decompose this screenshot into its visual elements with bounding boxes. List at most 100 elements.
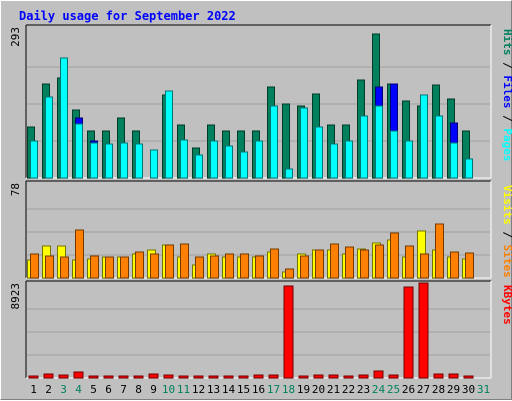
bar-hits-pages-day-9	[150, 149, 158, 179]
bar-visits-sites-day-24	[375, 244, 384, 279]
bar-kbytes-kbytes-day-9	[148, 373, 159, 379]
bar-visits-sites-day-7	[120, 256, 129, 279]
bar-kbytes-kbytes-day-11	[178, 375, 189, 379]
x-tick-day-9: 9	[150, 383, 157, 396]
bar-visits-sites-day-30	[465, 252, 474, 279]
x-tick-day-21: 21	[327, 383, 340, 396]
bar-visits-sites-day-14	[225, 253, 234, 279]
x-tick-day-12: 12	[192, 383, 205, 396]
side-label-separator: /	[501, 56, 512, 76]
bar-hits-hits-day-18	[282, 103, 290, 179]
bar-hits-pages-day-19	[300, 107, 308, 179]
side-label-pages: Pages	[501, 128, 512, 161]
bar-visits-sites-day-4	[75, 229, 84, 279]
bar-hits-pages-day-23	[360, 115, 368, 179]
side-label-hits: Hits	[501, 29, 512, 56]
x-tick-day-5: 5	[90, 383, 97, 396]
x-tick-day-23: 23	[357, 383, 370, 396]
bar-hits-pages-day-29	[450, 142, 458, 179]
bar-kbytes-kbytes-day-3	[58, 374, 69, 379]
x-tick-day-1: 1	[30, 383, 37, 396]
bar-kbytes-kbytes-day-1	[28, 375, 39, 379]
bar-visits-sites-day-12	[195, 256, 204, 279]
bar-visits-sites-day-27	[420, 253, 429, 279]
bar-kbytes-kbytes-day-14	[223, 375, 234, 379]
bar-kbytes-kbytes-day-10	[163, 374, 174, 379]
chart-title: Daily usage for September 2022	[19, 9, 236, 23]
bar-hits-pages-day-3	[60, 57, 68, 179]
bar-visits-sites-day-23	[360, 249, 369, 279]
bar-visits-sites-day-22	[345, 246, 354, 279]
bar-visits-sites-day-3	[60, 256, 69, 279]
bar-hits-pages-day-12	[195, 154, 203, 179]
x-tick-day-4: 4	[75, 383, 82, 396]
x-tick-day-10: 10	[162, 383, 175, 396]
side-label-files: Files	[501, 75, 512, 108]
x-tick-day-14: 14	[222, 383, 236, 396]
bar-visits-sites-day-10	[165, 244, 174, 279]
bar-hits-pages-day-14	[225, 145, 233, 179]
bar-kbytes-kbytes-day-7	[118, 375, 129, 379]
bar-visits-sites-day-28	[435, 223, 444, 279]
x-tick-day-29: 29	[447, 383, 460, 396]
bar-hits-pages-day-21	[330, 143, 338, 179]
panel-visits-ymax-label: 78	[9, 183, 22, 196]
x-tick-day-25: 25	[387, 383, 400, 396]
bar-visits-sites-day-5	[90, 255, 99, 279]
x-tick-day-22: 22	[342, 383, 355, 396]
bar-kbytes-kbytes-day-22	[343, 375, 354, 379]
bar-hits-pages-day-16	[255, 140, 263, 179]
bar-visits-sites-day-11	[180, 243, 189, 279]
bar-kbytes-kbytes-day-6	[103, 375, 114, 379]
bar-kbytes-kbytes-day-18	[283, 285, 294, 379]
bar-hits-pages-day-4	[75, 123, 83, 179]
bar-kbytes-kbytes-day-29	[448, 373, 459, 379]
bar-hits-pages-day-27	[420, 94, 428, 179]
bar-visits-sites-day-17	[270, 248, 279, 279]
bar-hits-pages-day-8	[135, 143, 143, 179]
bar-hits-pages-day-28	[435, 115, 443, 179]
bar-visits-sites-day-16	[255, 255, 264, 279]
x-tick-day-17: 17	[267, 383, 280, 396]
bar-kbytes-kbytes-day-30	[463, 375, 474, 379]
x-tick-day-31: 31	[477, 383, 490, 396]
x-tick-day-6: 6	[105, 383, 112, 396]
bar-kbytes-kbytes-day-21	[328, 374, 339, 379]
x-tick-day-2: 2	[45, 383, 52, 396]
bar-hits-pages-day-2	[45, 96, 53, 179]
bar-hits-pages-day-11	[180, 139, 188, 179]
side-label-kbytes: KBytes	[501, 285, 512, 325]
bar-visits-sites-day-6	[105, 256, 114, 279]
bar-kbytes-kbytes-day-28	[433, 373, 444, 379]
bar-kbytes-kbytes-day-12	[193, 375, 204, 379]
bar-kbytes-kbytes-day-17	[268, 374, 279, 379]
side-label-separator: /	[501, 225, 512, 245]
bar-hits-pages-day-22	[345, 140, 353, 179]
bar-hits-pages-day-15	[240, 151, 248, 179]
panel-hits-ymax-label: 293	[9, 27, 22, 47]
bar-visits-sites-day-21	[330, 243, 339, 279]
bar-visits-sites-day-18	[285, 268, 294, 279]
bar-visits-sites-day-29	[450, 251, 459, 279]
bar-kbytes-kbytes-day-23	[358, 374, 369, 379]
bar-hits-pages-day-26	[405, 140, 413, 179]
bar-kbytes-kbytes-day-26	[403, 286, 414, 379]
x-tick-day-16: 16	[252, 383, 265, 396]
bar-kbytes-kbytes-day-4	[73, 371, 84, 379]
side-label-sites: Sites	[501, 245, 512, 278]
bar-visits-sites-day-26	[405, 245, 414, 279]
bar-visits-sites-day-20	[315, 249, 324, 279]
bar-visits-sites-day-2	[45, 255, 54, 279]
bar-visits-sites-day-15	[240, 253, 249, 279]
bar-kbytes-kbytes-day-19	[298, 375, 309, 379]
bar-hits-pages-day-30	[465, 158, 473, 179]
bar-visits-sites-day-9	[150, 253, 159, 279]
bar-kbytes-kbytes-day-2	[43, 373, 54, 379]
x-tick-day-26: 26	[402, 383, 415, 396]
bar-hits-pages-day-10	[165, 90, 173, 179]
bar-hits-pages-day-18	[285, 168, 293, 179]
bar-kbytes-kbytes-day-13	[208, 375, 219, 379]
bar-visits-sites-day-13	[210, 255, 219, 279]
